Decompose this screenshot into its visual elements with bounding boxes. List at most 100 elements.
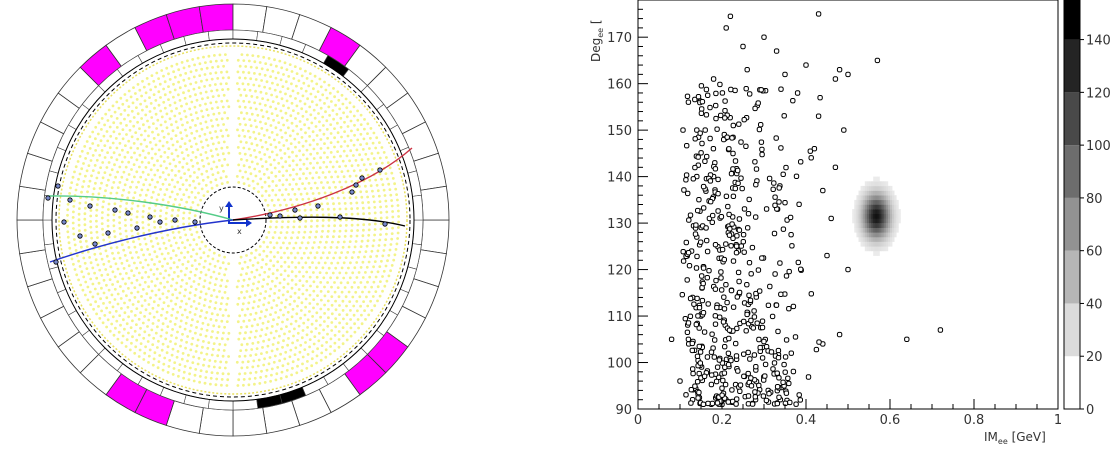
wire-hit (329, 151, 333, 154)
data-point (751, 352, 758, 358)
cluster-bin (866, 209, 870, 214)
wire-hit (269, 331, 273, 335)
wire-hit (338, 229, 342, 233)
wire-hit (349, 139, 353, 142)
wire-hit (278, 203, 282, 207)
wire-hit (253, 60, 257, 64)
wire-hit (144, 113, 148, 117)
wire-hit (202, 55, 205, 59)
wire-hit (326, 136, 329, 140)
data-point (694, 379, 701, 385)
data-point (747, 91, 753, 97)
wire-hit (271, 343, 275, 346)
data-point (777, 260, 783, 266)
wire-hit (125, 99, 129, 102)
wire-hit (309, 284, 312, 288)
wire-hit (252, 359, 256, 363)
wire-hit (370, 285, 373, 289)
wire-hit (155, 277, 159, 281)
wire-hit (290, 270, 294, 274)
wire-hit (128, 298, 132, 302)
wire-hit (223, 366, 227, 370)
wire-hit (157, 148, 161, 152)
wire-hit (147, 275, 151, 279)
wire-hit (276, 268, 279, 272)
wire-hit (242, 59, 246, 62)
wire-hit (258, 253, 262, 257)
wire-hit (198, 380, 202, 384)
data-point (766, 391, 772, 397)
wire-hit (194, 111, 198, 115)
wire-hit (89, 159, 93, 162)
wire-hit (207, 341, 211, 344)
data-point (694, 388, 701, 395)
wire-hit (140, 94, 144, 98)
wire-hit (121, 137, 125, 141)
wire-hit (280, 136, 284, 139)
wire-hit (147, 354, 151, 358)
wire-hit (350, 164, 354, 168)
wire-hit (155, 127, 159, 130)
wire-hit (329, 345, 332, 348)
data-point (704, 248, 711, 255)
data-point (709, 219, 715, 226)
wire-hit (159, 155, 163, 158)
wire-hit (199, 333, 203, 337)
wire-hit (112, 229, 116, 233)
cluster-bin (879, 237, 882, 242)
wire-hit (206, 144, 210, 147)
wire-hit (182, 211, 186, 215)
wire-hit (390, 232, 394, 236)
data-point (689, 294, 696, 301)
wire-hit (167, 304, 170, 308)
data-point (743, 115, 750, 121)
wire-hit (359, 190, 363, 194)
wire-hit (193, 63, 197, 67)
wire-hit (143, 299, 147, 302)
wire-hit (252, 130, 256, 134)
data-point (689, 340, 695, 347)
wire-hit (318, 77, 322, 81)
wire-hit (280, 66, 284, 70)
wire-hit (103, 156, 107, 159)
wire-hit (273, 58, 276, 62)
wire-hit (76, 160, 80, 163)
wire-hit (357, 271, 361, 274)
wire-hit (133, 351, 137, 355)
cluster-bin (854, 199, 857, 205)
wire-hit (136, 204, 140, 208)
wire-hit (312, 138, 315, 142)
wire-hit (323, 246, 327, 249)
wire-hit (248, 258, 252, 262)
wire-hit (100, 222, 104, 226)
wire-hit (288, 303, 292, 306)
wire-hit (165, 206, 169, 210)
wire-hit (218, 307, 222, 311)
wire-hit (149, 88, 153, 92)
wire-hit (105, 306, 108, 310)
wire-hit (332, 155, 336, 159)
wire-hit (83, 261, 87, 265)
wire-hit (92, 187, 96, 191)
wire-hit (266, 203, 270, 207)
wire-hit (135, 338, 139, 342)
outer-module (198, 407, 234, 437)
wire-hit (75, 183, 79, 187)
cluster-bin (896, 218, 899, 224)
wire-hit (349, 261, 352, 265)
wire-hit (391, 226, 394, 230)
data-point (775, 352, 782, 358)
wire-hit (358, 295, 362, 299)
wire-hit (99, 139, 103, 143)
wire-hit (333, 349, 337, 353)
wire-hit (214, 319, 218, 322)
wire-hit (150, 116, 154, 119)
wire-hit (86, 298, 90, 302)
wire-hit (260, 108, 263, 112)
wire-hit (209, 72, 212, 75)
wire-hit (141, 149, 145, 153)
wire-hit (113, 275, 117, 279)
wire-hit (303, 123, 306, 127)
wire-hit (191, 118, 194, 122)
wire-hit (390, 199, 393, 202)
